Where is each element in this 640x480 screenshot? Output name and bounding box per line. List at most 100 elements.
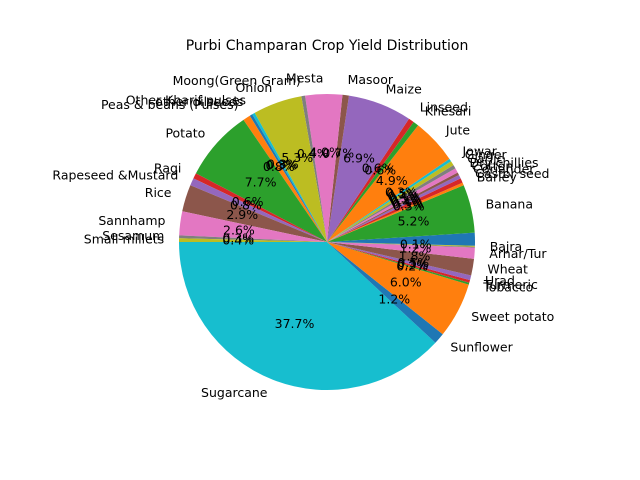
slice-unlabeled-9 bbox=[327, 242, 475, 247]
slice-moong-green-gram-26 bbox=[301, 95, 327, 242]
slice-pct-jowar: 0.3% bbox=[385, 184, 417, 199]
slice-pct-dry-chillies: 0.5% bbox=[389, 191, 421, 206]
slice-pct-maize: 6.9% bbox=[343, 151, 375, 166]
slice-label-sunflower: Sunflower bbox=[450, 340, 513, 355]
slice-pct-masoor: 0.7% bbox=[322, 145, 354, 160]
slice-pct-other-oilseeds: 0.3% bbox=[266, 157, 298, 172]
slice-label-urad: Urad bbox=[485, 273, 515, 288]
slice-pct-barley: 0.3% bbox=[393, 199, 425, 214]
slice-pct-sesamum: 0.3% bbox=[222, 230, 254, 245]
slice-label-bajra: Bajra bbox=[490, 239, 523, 254]
slice-pct-cotton: 0.3% bbox=[390, 193, 422, 208]
slice-onion-27 bbox=[254, 96, 327, 242]
slice-pct-sugarcane: 37.7% bbox=[275, 316, 315, 331]
slice-label-sweet-potato: Sweet potato bbox=[471, 309, 554, 324]
slice-pct-jute: 4.9% bbox=[376, 173, 408, 188]
slice-banana-11 bbox=[327, 185, 475, 242]
pie-labels: Sugarcane 37.7% Sunflower 1.2% Sweet potato 6… bbox=[52, 71, 554, 400]
slice-label-rapeseed-mustard: Rapeseed &Mustard bbox=[52, 167, 178, 182]
slice-potato-31 bbox=[195, 119, 327, 242]
slice-label-other-oilseeds: other oilseeds bbox=[155, 94, 243, 109]
slice-pct-sunflower: 1.2% bbox=[378, 291, 410, 306]
slice-pct-other-kharif-pulses: 0.3% bbox=[267, 157, 299, 172]
slice-pct-bajra: 0.1% bbox=[400, 237, 432, 252]
slice-pct-coriander: 0.4% bbox=[391, 194, 423, 209]
slice-pct-urad: 0.5% bbox=[397, 255, 429, 270]
slice-label-wheat: Wheat bbox=[487, 261, 528, 276]
slice-pct-linseed: 0.6% bbox=[362, 161, 394, 176]
slice-tobacco-3 bbox=[327, 242, 470, 285]
slice-garlic-17 bbox=[327, 165, 456, 242]
slice-pct-rice: 2.9% bbox=[226, 207, 258, 222]
slice-label-jute: Jute bbox=[445, 122, 471, 137]
slice-pct-moong-green-gram: 0.4% bbox=[297, 146, 329, 161]
slice-label-dry-chillies: Dry chillies bbox=[470, 155, 539, 170]
slice-label-coriander: Coriander bbox=[473, 162, 535, 177]
slice-pct-banana: 5.2% bbox=[398, 213, 430, 228]
slice-other-oilseeds-29 bbox=[249, 114, 327, 242]
slice-pct-mesta: 4.0% bbox=[309, 145, 341, 160]
slice-label-sugarcane: Sugarcane bbox=[201, 385, 268, 400]
slice-small-millets-37 bbox=[179, 238, 327, 242]
slice-jute-20 bbox=[327, 125, 450, 242]
slice-label-turmeric: Turmeric bbox=[483, 277, 538, 292]
slice-label-maize: Maize bbox=[386, 82, 422, 97]
slice-label-masoor: Masoor bbox=[348, 72, 394, 87]
pie-slices bbox=[179, 93, 475, 390]
slice-pct-arhar-tur: 1.2% bbox=[400, 240, 432, 255]
slice-bajra-8 bbox=[327, 242, 475, 248]
slice-sugarcane-0 bbox=[179, 242, 436, 390]
slice-pct-castor-seed: 0.5% bbox=[392, 197, 424, 212]
slice-pct-sweet-potato: 6.0% bbox=[390, 275, 422, 290]
slice-coriander-14 bbox=[327, 175, 461, 242]
slice-label-potato: Potato bbox=[165, 125, 205, 140]
slice-pct-wheat: 1.8% bbox=[399, 249, 431, 264]
slice-pct-small-millets: 0.4% bbox=[222, 232, 254, 247]
slice-label-ragi: Ragi bbox=[154, 161, 181, 176]
slice-other-kharif-pulses-28 bbox=[252, 112, 327, 243]
slice-pct-peas-beans-pulses: 0.8% bbox=[263, 159, 295, 174]
slice-linseed-22 bbox=[327, 118, 414, 242]
slice-pct-turmeric: 0.3% bbox=[397, 257, 429, 272]
slice-wheat-6 bbox=[327, 242, 475, 276]
slice-label-jowar: Jowar bbox=[462, 143, 498, 158]
slice-pct-onion: 5.3% bbox=[281, 150, 313, 165]
slice-pct-khesari: 0.6% bbox=[364, 163, 396, 178]
slice-label-castor-seed: Castor seed bbox=[475, 166, 549, 181]
slice-ginger-18 bbox=[327, 161, 454, 242]
slice-mesta-25 bbox=[305, 93, 343, 242]
slice-sannhamp-35 bbox=[179, 211, 327, 242]
slice-label-arhar-tur: Arhar/Tur bbox=[489, 246, 547, 261]
slice-pct-ginger: 0.5% bbox=[386, 186, 418, 201]
slice-masoor-24 bbox=[327, 94, 349, 242]
slice-sweet-potato-2 bbox=[327, 242, 469, 335]
slice-pct-ragi: 0.6% bbox=[232, 194, 264, 209]
slice-label-onion: Onion bbox=[235, 80, 272, 95]
slice-khesari-21 bbox=[327, 121, 419, 242]
slice-pct-potato: 7.7% bbox=[245, 175, 277, 190]
slice-label-banana: Banana bbox=[486, 197, 533, 212]
slice-sesamum-36 bbox=[179, 235, 327, 242]
slice-jowar-19 bbox=[327, 158, 451, 242]
slice-label-ginger: Ginger bbox=[465, 147, 508, 162]
slice-pct-tobacco: 0.2% bbox=[396, 259, 428, 274]
slice-label-tobacco: Tobacco bbox=[482, 279, 533, 294]
slice-label-peas-beans-pulses: Peas & beans (Pulses) bbox=[101, 97, 239, 112]
slice-pct-sannhamp: 2.6% bbox=[223, 222, 255, 237]
slice-unlabeled-10 bbox=[327, 232, 475, 246]
slice-maize-23 bbox=[327, 95, 409, 242]
slice-rapeseed-mustard-33 bbox=[190, 178, 327, 242]
slice-label-cotton: Cotton bbox=[472, 158, 514, 173]
chart-title: Purbi Champaran Crop Yield Distribution bbox=[186, 38, 469, 54]
slice-label-sesamum: Sesamum bbox=[102, 228, 164, 243]
slice-label-rice: Rice bbox=[145, 185, 172, 200]
slice-label-barley: Barley bbox=[477, 170, 518, 185]
slice-label-sannhamp: Sannhamp bbox=[98, 213, 165, 228]
slice-label-small-millets: Small millets bbox=[84, 231, 164, 246]
slice-label-linseed: Linseed bbox=[420, 100, 468, 115]
slice-castor-seed-13 bbox=[327, 178, 463, 242]
slice-turmeric-4 bbox=[327, 242, 471, 283]
slice-label-khesari: Khesari bbox=[425, 103, 472, 118]
